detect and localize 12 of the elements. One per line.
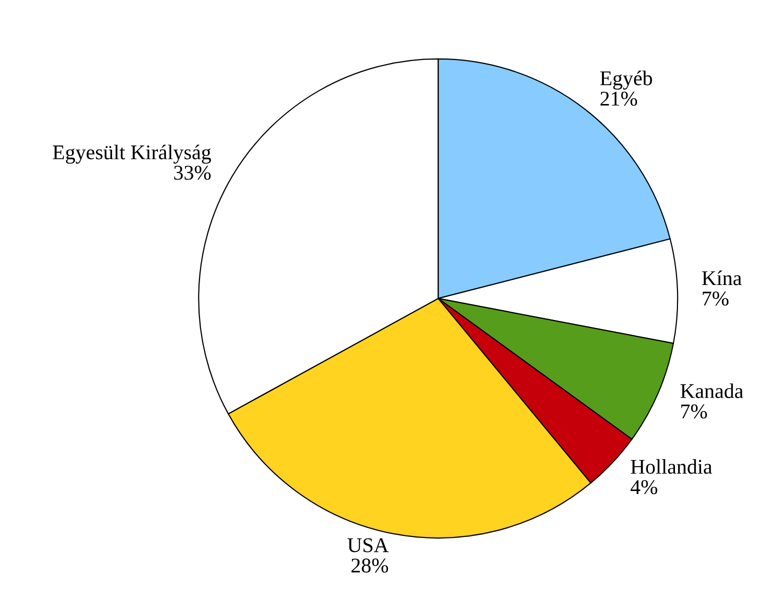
data-label: 33% [174, 166, 211, 180]
slice-label: USA [348, 538, 389, 552]
slice-label: Egyéb [600, 70, 652, 90]
data-label: 28% [352, 558, 388, 573]
slice-label: Egyesült Királyság [52, 144, 211, 164]
slice-label: Kanada [680, 383, 744, 398]
data-label: 4% [630, 480, 658, 494]
slice-label: Kína [702, 270, 742, 286]
slice-label: Hollandia [630, 459, 712, 474]
data-label: 7% [681, 404, 707, 419]
data-label: 7% [702, 292, 729, 306]
data-label: 21% [600, 92, 638, 106]
